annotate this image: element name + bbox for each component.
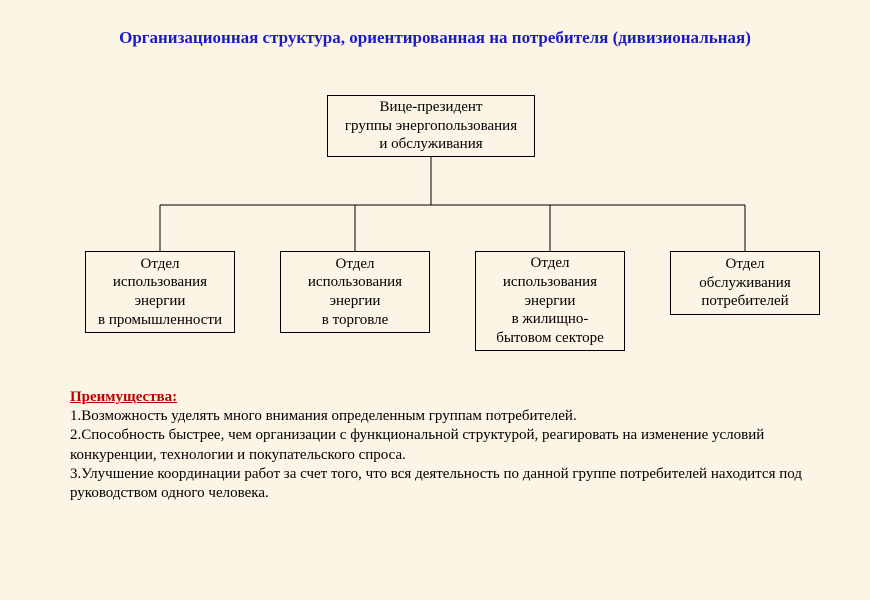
advantages-heading: Преимущества: bbox=[70, 389, 177, 405]
org-child-3: Отделобслуживанияпотребителей bbox=[670, 251, 820, 315]
advantages-block: Преимущества: 1.Возможность уделять мног… bbox=[70, 388, 810, 503]
advantages-item: 1.Возможность уделять много внимания опр… bbox=[70, 408, 577, 424]
org-child-1: Отделиспользованияэнергиив торговле bbox=[280, 251, 430, 333]
advantages-item: 2.Способность быстрее, чем организации с… bbox=[70, 427, 764, 462]
org-child-0: Отделиспользованияэнергиив промышленност… bbox=[85, 251, 235, 333]
org-root: Вице-президентгруппы энергопользованияи … bbox=[327, 95, 535, 157]
diagram-title: Организационная структура, ориентированн… bbox=[0, 28, 870, 48]
advantages-item: 3.Улучшение координации работ за счет то… bbox=[70, 466, 802, 501]
org-child-2: Отделиспользованияэнергиив жилищно-бытов… bbox=[475, 251, 625, 351]
